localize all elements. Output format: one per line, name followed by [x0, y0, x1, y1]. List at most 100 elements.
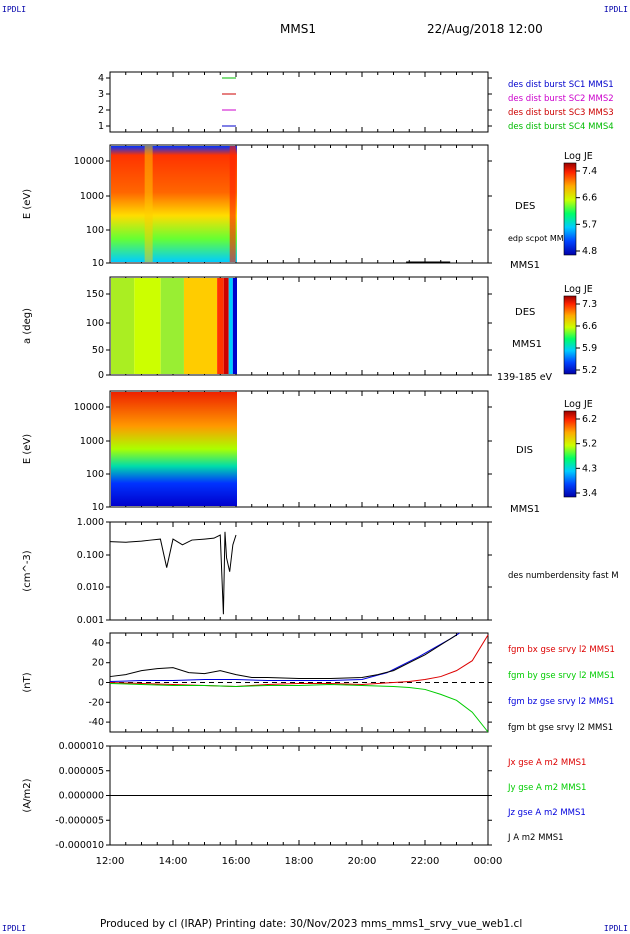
colorbar-tick-label: 6.6 — [582, 193, 597, 204]
header-datetime: 22/Aug/2018 12:00 — [427, 22, 543, 36]
colorbar-tick-label: 7.4 — [582, 166, 597, 177]
corner-label-bottom-right: IPDLI — [603, 924, 628, 933]
y-tick-label: 40 — [92, 638, 104, 649]
x-tick-label: 16:00 — [222, 856, 251, 867]
bfield-series-line — [109, 632, 460, 683]
y-tick-label: 0 — [98, 370, 104, 381]
y-tick-label: 10 — [92, 502, 104, 513]
header-spacecraft: MMS1 — [280, 22, 316, 36]
y-axis-label: E (eV) — [22, 434, 33, 464]
panel-label: edp scpot MMS1 — [508, 234, 574, 243]
corner-label-top-right: IPDLI — [603, 5, 628, 14]
colorbar-tick-label: 5.2 — [582, 365, 597, 376]
pitch-angle-spectrogram-band — [223, 278, 229, 374]
colorbar-title: Log JE — [564, 399, 593, 410]
series-label: Jx gse A m2 MMS1 — [507, 758, 586, 768]
spectrogram-stripe — [229, 146, 236, 262]
legend-entry: des dist burst SC3 MMS3 — [508, 108, 614, 118]
legend-entry: des dist burst SC1 MMS1 — [508, 80, 614, 90]
footer-text: Produced by cl (IRAP) Printing date: 30/… — [100, 918, 523, 930]
colorbar-tick-label: 5.2 — [582, 439, 597, 450]
x-tick-label: 12:00 — [96, 856, 125, 867]
x-tick-label: 18:00 — [285, 856, 314, 867]
ion-energy-spectrogram — [111, 392, 237, 506]
y-tick-label: -40 — [88, 717, 104, 728]
colorbar-tick-label: 4.8 — [582, 246, 597, 257]
y-tick-label: 1000 — [80, 191, 104, 202]
panel-label: DES — [515, 201, 535, 212]
y-tick-label: 0.000000 — [59, 791, 104, 802]
y-tick-label: 10000 — [74, 156, 104, 167]
pitch-angle-spectrogram-band — [134, 278, 161, 374]
panel-label: MMS1 — [510, 504, 540, 515]
y-tick-label: 3 — [98, 89, 104, 100]
y-axis-label: (nT) — [22, 672, 33, 692]
y-tick-label: 50 — [92, 345, 104, 356]
y-axis-label: E (eV) — [22, 189, 33, 219]
series-label: Jy gse A m2 MMS1 — [507, 783, 586, 793]
legend-entry: des dist burst SC4 MMS4 — [508, 122, 614, 132]
y-tick-label: 10 — [92, 258, 104, 269]
series-label: Jz gse A m2 MMS1 — [507, 808, 586, 818]
colorbar — [563, 162, 577, 256]
corner-label-bottom-left: IPDLI — [2, 924, 27, 933]
panel-frame — [109, 521, 489, 621]
y-axis-label: (cm^-3) — [22, 550, 33, 591]
spectrogram-stripe — [144, 146, 153, 262]
pitch-angle-spectrogram-band — [232, 278, 237, 374]
y-tick-label: 0.000005 — [59, 766, 104, 777]
y-tick-label: 0.010 — [77, 582, 104, 593]
y-tick-label: 0.001 — [77, 615, 104, 626]
y-tick-label: 20 — [92, 658, 104, 669]
bfield-series-line — [109, 634, 457, 680]
y-tick-label: 1.000 — [77, 517, 104, 528]
x-tick-label: 14:00 — [159, 856, 188, 867]
colorbar-tick-label: 7.3 — [582, 299, 597, 310]
panel-label: 139-185 eV — [497, 372, 553, 383]
y-tick-label: 0.100 — [77, 550, 104, 561]
colorbar-tick-label: 5.7 — [582, 219, 597, 230]
series-label: J A m2 MMS1 — [507, 833, 564, 843]
y-axis-label: (A/m2) — [22, 778, 33, 812]
panel-label: DES — [515, 307, 535, 318]
colorbar-tick-label: 6.2 — [582, 414, 597, 425]
y-tick-label: 100 — [86, 469, 104, 480]
colorbar-tick-label: 5.9 — [582, 343, 597, 354]
y-tick-label: 0.000010 — [59, 741, 104, 752]
pitch-angle-spectrogram-band — [217, 278, 224, 374]
panel-frame — [109, 71, 489, 133]
panel-label: MMS1 — [510, 260, 540, 271]
y-tick-label: 0 — [98, 678, 104, 689]
legend-entry: des dist burst SC2 MMS2 — [508, 94, 614, 104]
y-tick-label: 10000 — [74, 402, 104, 413]
density-series-line — [109, 531, 237, 615]
y-tick-label: 100 — [86, 318, 104, 329]
series-label: fgm by gse srvy l2 MMS1 — [508, 671, 615, 681]
y-axis-label: a (deg) — [22, 308, 33, 344]
bfield-series-line — [109, 682, 489, 733]
x-tick-label: 00:00 — [474, 856, 503, 867]
y-tick-label: 1000 — [80, 436, 104, 447]
y-tick-label: 2 — [98, 105, 104, 116]
panel-label: MMS1 — [512, 339, 542, 350]
y-tick-label: 1 — [98, 121, 104, 132]
corner-label-top-left: IPDLI — [2, 5, 27, 14]
pitch-angle-spectrogram-band — [111, 278, 135, 374]
pitch-angle-spectrogram-band — [228, 278, 233, 374]
x-tick-label: 22:00 — [411, 856, 440, 867]
pitch-angle-spectrogram-band — [183, 278, 218, 374]
colorbar-tick-label: 4.3 — [582, 463, 597, 474]
series-label: des numberdensity fast M — [508, 571, 619, 581]
colorbar-title: Log JE — [564, 284, 593, 295]
y-tick-label: -0.000010 — [55, 840, 104, 851]
series-label: fgm bz gse srvy l2 MMS1 — [508, 697, 614, 707]
electron-energy-spectrogram — [111, 146, 237, 262]
colorbar — [563, 295, 577, 375]
colorbar — [563, 410, 577, 498]
y-tick-label: 100 — [86, 225, 104, 236]
y-tick-label: 150 — [86, 289, 104, 300]
pitch-angle-spectrogram-band — [160, 278, 184, 374]
y-tick-label: 4 — [98, 73, 104, 84]
series-label: fgm bt gse srvy l2 MMS1 — [508, 723, 613, 733]
